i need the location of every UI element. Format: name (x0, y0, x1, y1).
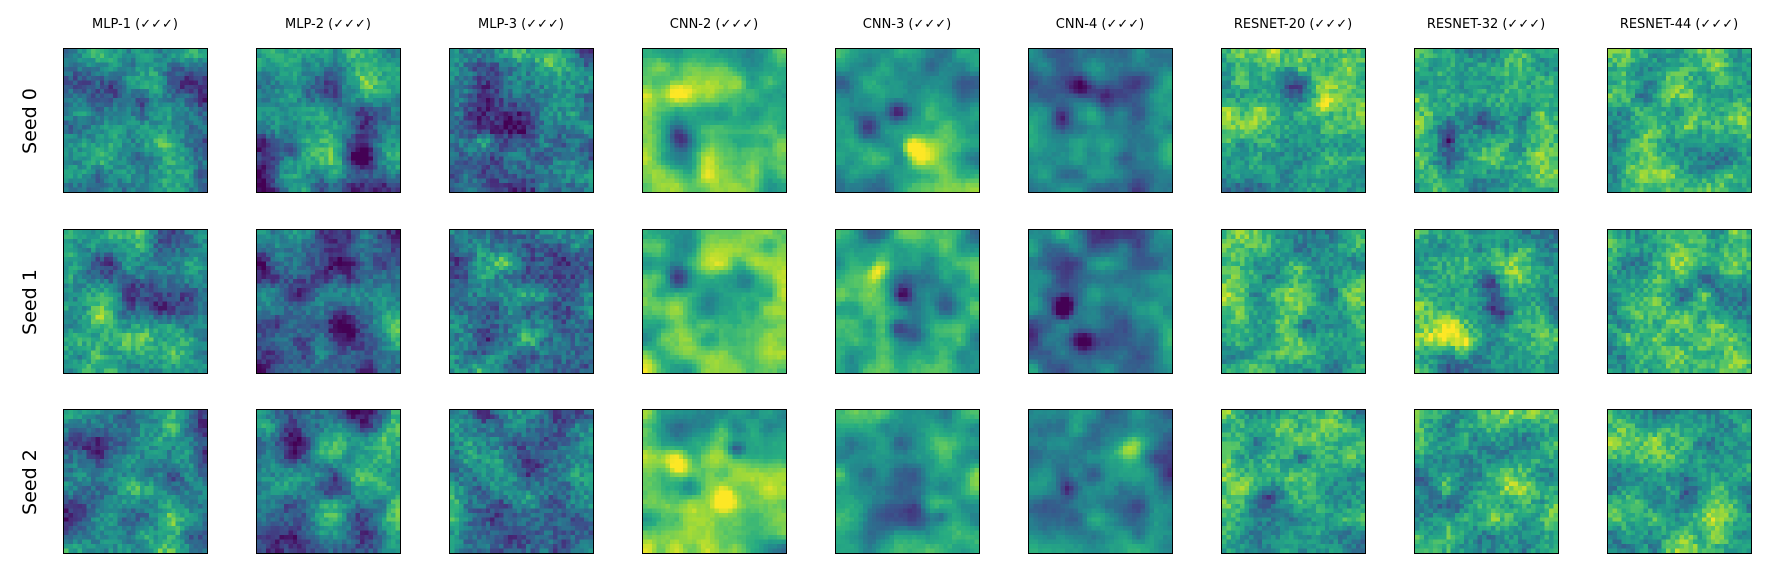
heatmap-panel (1028, 48, 1173, 193)
heatmap-image (64, 49, 207, 192)
heatmap-panel (1221, 229, 1366, 374)
heatmap-image (1415, 49, 1558, 192)
heatmap-panel (63, 48, 208, 193)
heatmap-panel (835, 409, 980, 554)
heatmap-panel (256, 229, 401, 374)
heatmap-panel (256, 409, 401, 554)
heatmap-image (64, 230, 207, 373)
heatmap-image (257, 230, 400, 373)
heatmap-image (836, 49, 979, 192)
row-label-seed-1: Seed 1 (10, 229, 50, 374)
heatmap-panel (1607, 409, 1752, 554)
heatmap-image (1415, 410, 1558, 553)
heatmap-panel (835, 229, 980, 374)
column-title-mlp-1: MLP-1 (✓✓✓) (92, 17, 178, 32)
heatmap-image (1415, 230, 1558, 373)
heatmap-image (1608, 230, 1751, 373)
heatmap-panel (1607, 48, 1752, 193)
heatmap-image (1029, 410, 1172, 553)
heatmap-image (257, 410, 400, 553)
column-title-cnn-2: CNN-2 (✓✓✓) (669, 17, 759, 32)
heatmap-image (643, 230, 786, 373)
heatmap-panel (63, 229, 208, 374)
column-title-cnn-3: CNN-3 (✓✓✓) (862, 17, 952, 32)
heatmap-panel (1221, 409, 1366, 554)
heatmap-panel (835, 48, 980, 193)
row-label-seed-1-text: Seed 1 (19, 268, 42, 335)
heatmap-panel (1221, 48, 1366, 193)
column-title-resnet-32: RESNET-32 (✓✓✓) (1426, 17, 1546, 32)
heatmap-image (643, 49, 786, 192)
heatmap-image (64, 410, 207, 553)
row-label-seed-2-text: Seed 2 (19, 448, 42, 515)
heatmap-panel (1414, 48, 1559, 193)
heatmap-panel (1028, 409, 1173, 554)
heatmap-image (450, 49, 593, 192)
heatmap-panel (1414, 409, 1559, 554)
heatmap-panel (1414, 229, 1559, 374)
column-title-cnn-4: CNN-4 (✓✓✓) (1055, 17, 1145, 32)
heatmap-image (1222, 410, 1365, 553)
heatmap-image (1029, 49, 1172, 192)
heatmap-image (450, 230, 593, 373)
heatmap-panel (1607, 229, 1752, 374)
column-title-resnet-20: RESNET-20 (✓✓✓) (1233, 17, 1353, 32)
heatmap-panel (449, 409, 594, 554)
row-label-seed-2: Seed 2 (10, 409, 50, 554)
heatmap-image (1608, 49, 1751, 192)
row-label-seed-0-text: Seed 0 (19, 87, 42, 154)
heatmap-panel (256, 48, 401, 193)
column-title-mlp-2: MLP-2 (✓✓✓) (285, 17, 371, 32)
heatmap-panel (642, 48, 787, 193)
column-title-mlp-3: MLP-3 (✓✓✓) (478, 17, 564, 32)
heatmap-panel (642, 229, 787, 374)
heatmap-image (450, 410, 593, 553)
column-title-resnet-44: RESNET-44 (✓✓✓) (1619, 17, 1739, 32)
heatmap-image (1222, 49, 1365, 192)
heatmap-image (1222, 230, 1365, 373)
heatmap-image (836, 230, 979, 373)
row-label-seed-0: Seed 0 (10, 48, 50, 193)
heatmap-image (257, 49, 400, 192)
heatmap-panel (1028, 229, 1173, 374)
heatmap-image (1029, 230, 1172, 373)
heatmap-panel (449, 229, 594, 374)
heatmap-panel (63, 409, 208, 554)
heatmap-panel (642, 409, 787, 554)
heatmap-image (836, 410, 979, 553)
heatmap-image (1608, 410, 1751, 553)
heatmap-image (643, 410, 786, 553)
heatmap-panel (449, 48, 594, 193)
